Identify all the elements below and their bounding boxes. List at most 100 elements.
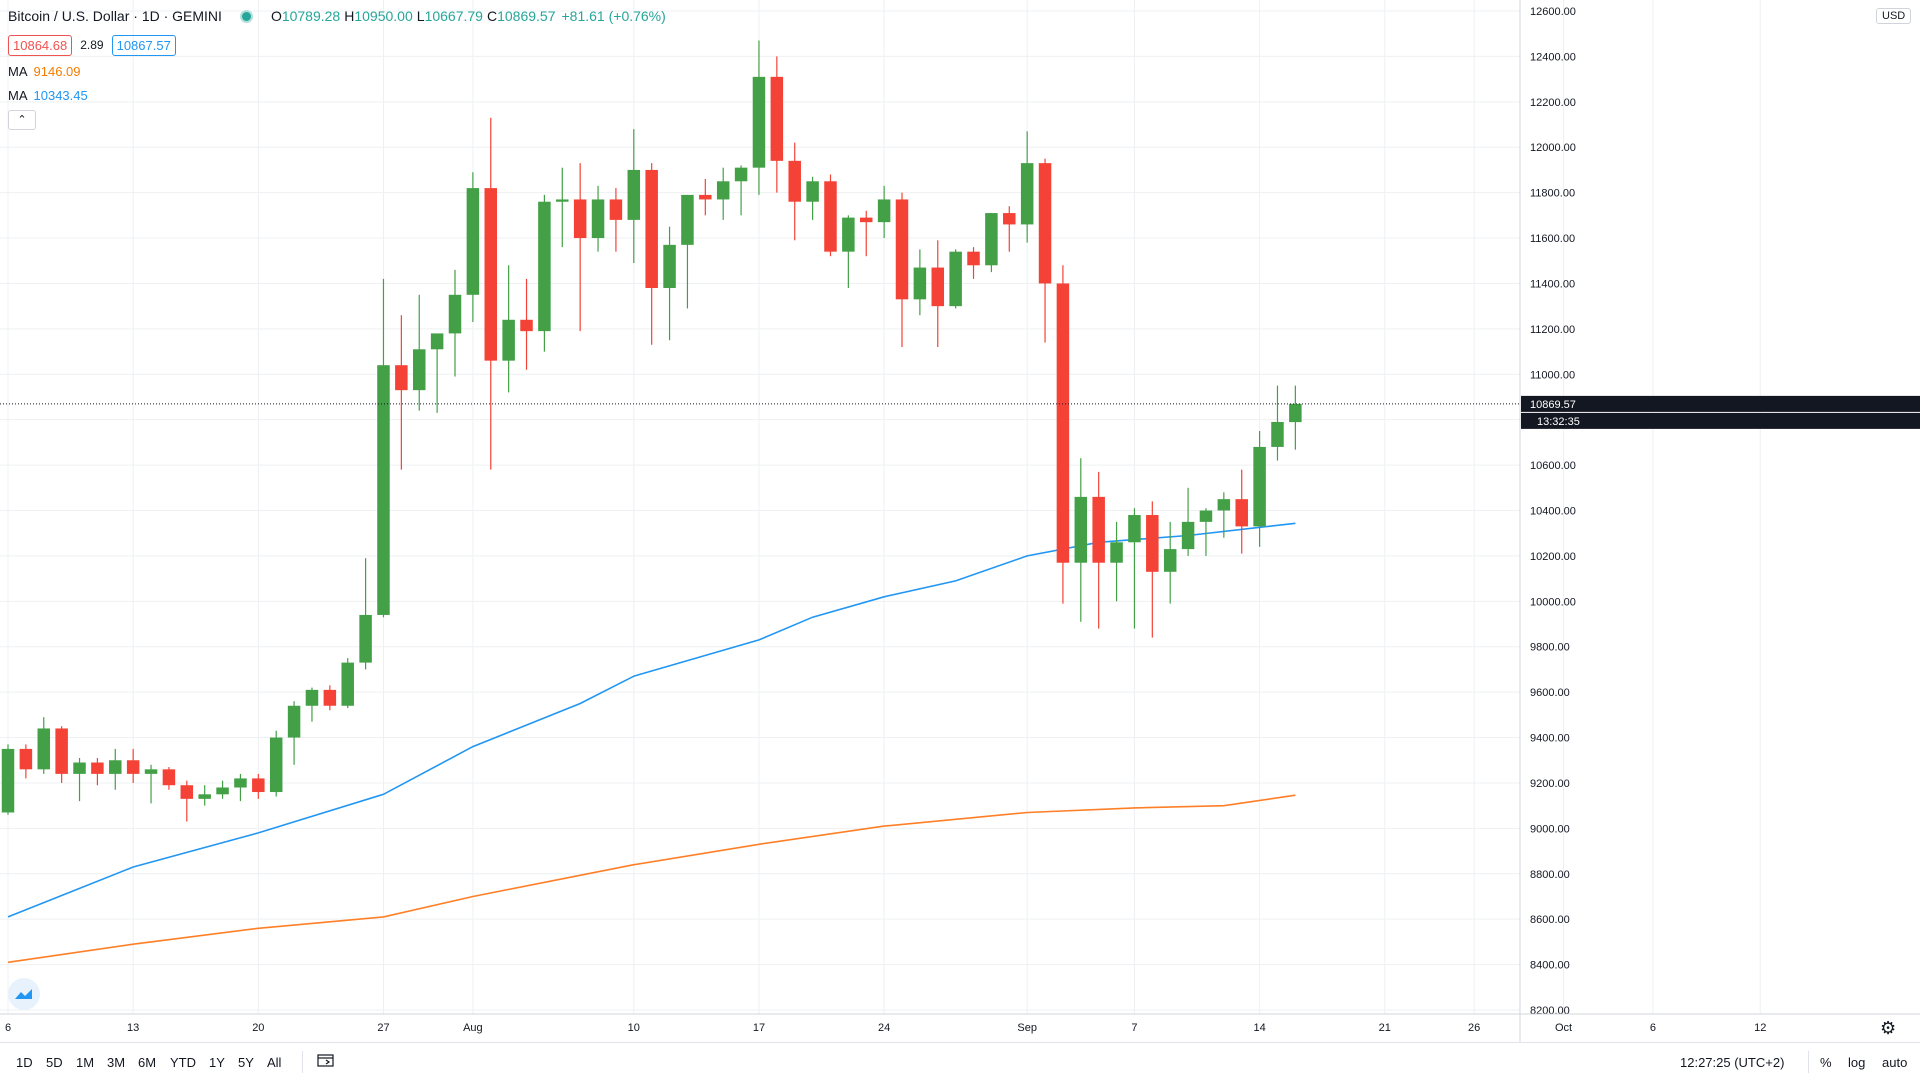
symbol-title[interactable]: Bitcoin / U.S. Dollar · 1D · GEMINI [8, 8, 222, 24]
price-chart[interactable]: 8200.00 8400.00 8600.00 8800.00 9000.00 9200.… [0, 0, 1920, 1042]
candle-up[interactable] [37, 717, 51, 774]
candle-down[interactable] [484, 117, 498, 470]
candle-up[interactable] [377, 278, 390, 618]
currency-button[interactable]: USD [1876, 8, 1912, 24]
time-readout[interactable]: 12:27:25 (UTC+2) [1680, 1055, 1785, 1070]
candle-up[interactable] [341, 658, 354, 709]
candle-up[interactable] [985, 213, 998, 273]
candle-down[interactable] [1092, 471, 1105, 629]
candle-down[interactable] [252, 773, 265, 799]
calendar-icon[interactable] [317, 1053, 334, 1067]
candle-up[interactable] [1181, 487, 1195, 556]
candle-down[interactable] [609, 188, 623, 252]
candle-up[interactable] [198, 785, 211, 806]
candle-up[interactable] [716, 167, 730, 220]
range-5y-button[interactable]: 5Y [238, 1055, 254, 1070]
candle-down[interactable] [573, 163, 587, 332]
candle-up[interactable] [1074, 458, 1088, 622]
candle-down[interactable] [1235, 469, 1248, 554]
candle-down[interactable] [824, 174, 837, 257]
range-1y-button[interactable]: 1Y [209, 1055, 225, 1070]
range-all-button[interactable]: All [267, 1055, 282, 1070]
buy-price-button[interactable]: 10867.57 [111, 35, 176, 56]
candle-body [305, 689, 319, 706]
candle-up[interactable] [144, 764, 158, 804]
candle-down[interactable] [395, 315, 408, 470]
candle-up[interactable] [430, 333, 444, 413]
candle-up[interactable] [806, 176, 819, 220]
ma-orange-legend[interactable]: MA 9146.09 [8, 64, 666, 80]
candle-down[interactable] [91, 757, 104, 786]
candle-up[interactable] [73, 757, 86, 802]
candle-up[interactable] [556, 167, 569, 248]
candle-down[interactable] [1056, 265, 1070, 604]
candle-up[interactable] [1217, 492, 1231, 538]
candle-down[interactable] [162, 767, 176, 790]
candle-down[interactable] [967, 247, 980, 279]
candle-down[interactable] [520, 278, 533, 370]
candle-down[interactable] [645, 163, 658, 345]
candle-up[interactable] [1199, 508, 1213, 556]
candle-up[interactable] [1020, 131, 1034, 243]
candle-down[interactable] [126, 748, 140, 783]
candle-up[interactable] [1110, 521, 1123, 602]
candle-up[interactable] [663, 226, 676, 341]
candle-up[interactable] [502, 265, 515, 393]
candle-up[interactable] [842, 215, 855, 288]
candle-up[interactable] [681, 194, 694, 309]
candle-up[interactable] [269, 730, 283, 797]
candle-down[interactable] [788, 142, 801, 241]
candle-up[interactable] [305, 687, 319, 722]
ma-blue-legend[interactable]: MA 10343.45 [8, 88, 666, 104]
candle-up[interactable] [466, 172, 480, 323]
range-3m-button[interactable]: 3M [107, 1055, 126, 1070]
log-scale-button[interactable]: log [1848, 1055, 1866, 1070]
candle-down[interactable] [895, 192, 909, 348]
collapse-legend-button[interactable]: ⌃ [8, 110, 36, 130]
candle-down[interactable] [323, 685, 337, 711]
sell-price-button[interactable]: 10864.68 [8, 35, 73, 56]
range-ytd-button[interactable]: YTD [170, 1055, 196, 1070]
candle-up[interactable] [913, 249, 927, 316]
candle-up[interactable] [1271, 385, 1284, 461]
tradingview-logo[interactable] [8, 978, 40, 1010]
candle-up[interactable] [877, 185, 891, 239]
candle-down[interactable] [931, 240, 945, 348]
open-value: 10789.28 [281, 8, 341, 24]
candle-down[interactable] [1038, 158, 1052, 343]
candle-up[interactable] [752, 40, 766, 195]
candle-down[interactable] [1146, 501, 1159, 638]
candle-down[interactable] [699, 179, 712, 216]
range-6m-button[interactable]: 6M [138, 1055, 157, 1070]
candle-up[interactable] [234, 773, 247, 802]
candle-up[interactable] [591, 185, 605, 252]
candle-up[interactable] [949, 249, 962, 309]
candle-up[interactable] [538, 194, 551, 352]
candle-down[interactable] [55, 726, 68, 783]
range-1d-button[interactable]: 1D [16, 1055, 33, 1070]
candle-up[interactable] [734, 165, 748, 216]
candle-up[interactable] [627, 129, 641, 264]
candle-down[interactable] [859, 210, 873, 257]
x-tick-label: 21 [1379, 1022, 1391, 1034]
candle-up[interactable] [1128, 508, 1141, 629]
auto-scale-button[interactable]: auto [1882, 1055, 1908, 1070]
candle-up[interactable] [1253, 431, 1266, 547]
candle-down[interactable] [770, 56, 784, 193]
candle-down[interactable] [180, 780, 194, 822]
candle-up[interactable] [1163, 521, 1177, 604]
range-5d-button[interactable]: 5D [46, 1055, 63, 1070]
candle-down[interactable] [1003, 206, 1016, 252]
candle-up[interactable] [359, 558, 372, 670]
candle-up[interactable] [412, 294, 426, 411]
candle-up[interactable] [216, 780, 229, 799]
candle-up[interactable] [448, 269, 462, 377]
candle-up[interactable] [1, 744, 15, 815]
gear-icon[interactable]: ⚙ [1880, 1018, 1897, 1038]
range-1m-button[interactable]: 1M [76, 1055, 95, 1070]
candle-up[interactable] [287, 701, 301, 765]
percent-scale-button[interactable]: % [1820, 1055, 1832, 1070]
candle-up[interactable] [109, 748, 122, 790]
candle-down[interactable] [19, 744, 33, 779]
candle-up[interactable] [1289, 385, 1302, 450]
